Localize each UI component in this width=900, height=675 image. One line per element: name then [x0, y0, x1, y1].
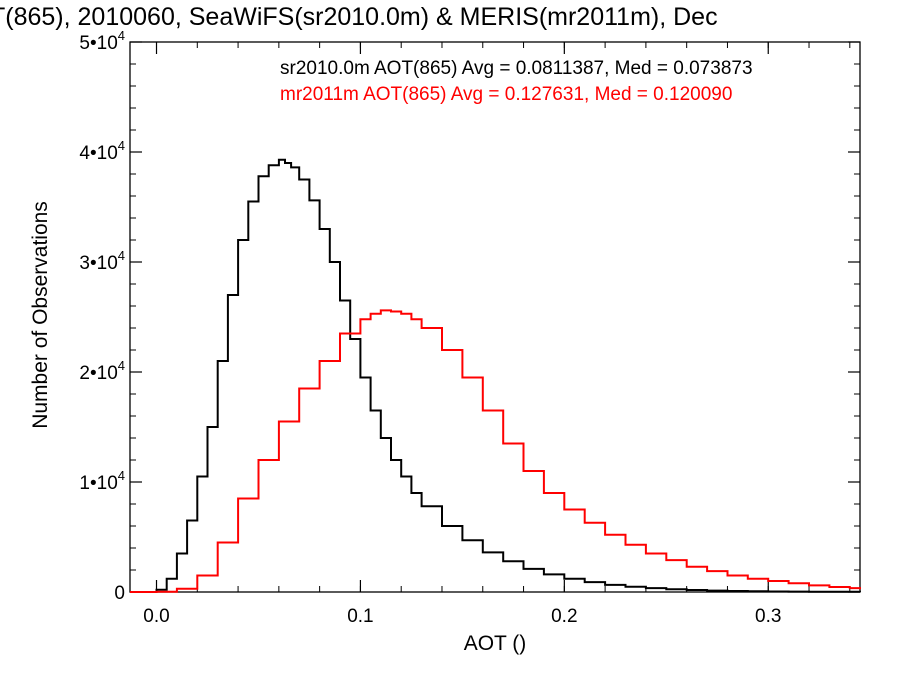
- plot-area: [130, 158, 861, 593]
- y-tick-label: 4•104: [79, 138, 125, 164]
- y-axis-label: Number of Observations: [29, 201, 52, 429]
- series-1-histogram-line: [130, 158, 861, 593]
- y-tick-label-exponent: 4: [118, 248, 125, 263]
- plot-frame: [129, 41, 861, 593]
- legend-entry-2: mr2011m AOT(865) Avg = 0.127631, Med = 0…: [280, 84, 732, 105]
- x-tick-label: 0.1: [347, 606, 373, 627]
- chart-title: T(865), 2010060, SeaWiFS(sr2010.0m) & ME…: [0, 3, 718, 31]
- series-2-histogram-line: [130, 309, 861, 593]
- y-tick-label-exponent: 4: [118, 138, 125, 153]
- legend-entry-1: sr2010.0m AOT(865) Avg = 0.0811387, Med …: [280, 58, 753, 79]
- x-axis-label: AOT (): [464, 632, 527, 655]
- y-tick-label-exponent: 4: [118, 468, 125, 483]
- x-tick-label: 0.2: [551, 606, 577, 627]
- y-tick-label-base: 0: [114, 583, 125, 604]
- y-tick-label-base: 3•10: [79, 253, 117, 274]
- y-tick-label: 5•104: [79, 28, 125, 54]
- y-tick-label: 0: [114, 583, 125, 604]
- x-tick-label: 0.3: [755, 606, 781, 627]
- y-tick-label-base: 2•10: [79, 363, 117, 384]
- x-tick-label: 0.0: [143, 606, 169, 627]
- y-tick-label-base: 5•10: [79, 33, 117, 54]
- y-tick-label: 1•104: [79, 468, 125, 494]
- y-tick-label-base: 4•10: [79, 143, 117, 164]
- y-tick-label-exponent: 4: [118, 358, 125, 373]
- y-tick-label: 2•104: [79, 358, 125, 384]
- y-tick-label-base: 1•10: [79, 473, 117, 494]
- legend: sr2010.0m AOT(865) Avg = 0.0811387, Med …: [280, 58, 753, 105]
- y-tick-label: 3•104: [79, 248, 125, 274]
- y-tick-label-exponent: 4: [118, 28, 125, 43]
